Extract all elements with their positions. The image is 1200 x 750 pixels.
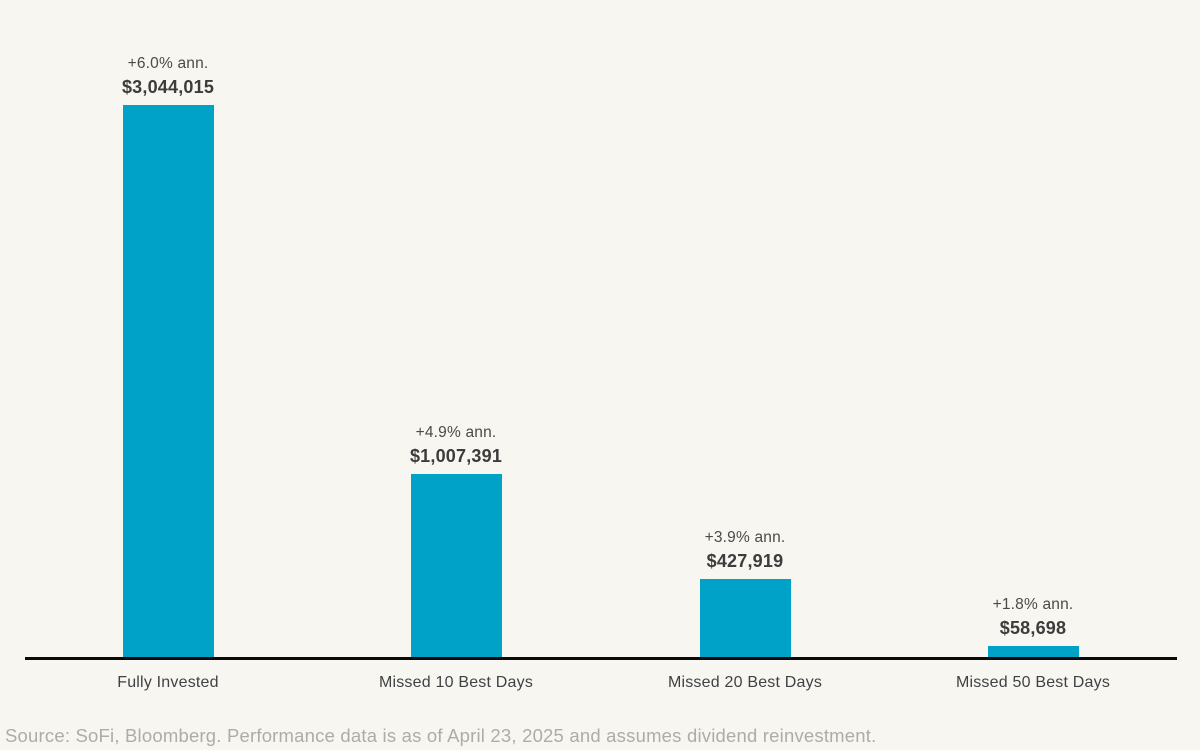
value-label: $58,698 — [999, 618, 1067, 638]
annualized-return-label: +4.9% ann. — [415, 423, 497, 441]
x-axis-label-missed-10-best-days: Missed 10 Best Days — [378, 674, 534, 691]
bar-group-fully-invested: +6.0% ann. $3,044,015 — [23, 54, 313, 657]
x-axis-line — [25, 657, 1177, 660]
bar-labels: +4.9% ann. $1,007,391 — [409, 423, 503, 466]
bar-fully-invested — [122, 105, 214, 657]
bar-labels: +1.8% ann. $58,698 — [992, 595, 1074, 638]
value-label: $1,007,391 — [409, 446, 503, 466]
x-axis-label-fully-invested: Fully Invested — [117, 674, 219, 691]
value-label: $3,044,015 — [121, 77, 215, 97]
bar-group-missed-50-best-days: +1.8% ann. $58,698 — [888, 595, 1178, 657]
x-axis-label-missed-50-best-days: Missed 50 Best Days — [955, 674, 1111, 691]
annualized-return-label: +1.8% ann. — [992, 595, 1074, 613]
annualized-return-label: +6.0% ann. — [127, 54, 209, 72]
source-attribution: Source: SoFi, Bloomberg. Performance dat… — [5, 725, 877, 746]
bar-missed-50-best-days — [987, 646, 1079, 657]
bar-labels: +3.9% ann. $427,919 — [704, 528, 786, 571]
annualized-return-label: +3.9% ann. — [704, 528, 786, 546]
bar-group-missed-10-best-days: +4.9% ann. $1,007,391 — [311, 423, 601, 657]
x-axis-label-missed-20-best-days: Missed 20 Best Days — [667, 674, 823, 691]
x-axis-labels: Fully Invested Missed 10 Best Days Misse… — [0, 674, 1200, 698]
bar-missed-20-best-days — [699, 579, 791, 657]
bar-labels: +6.0% ann. $3,044,015 — [121, 54, 215, 97]
bar-missed-10-best-days — [410, 474, 502, 657]
bar-group-missed-20-best-days: +3.9% ann. $427,919 — [600, 528, 890, 657]
value-label: $427,919 — [706, 551, 784, 571]
